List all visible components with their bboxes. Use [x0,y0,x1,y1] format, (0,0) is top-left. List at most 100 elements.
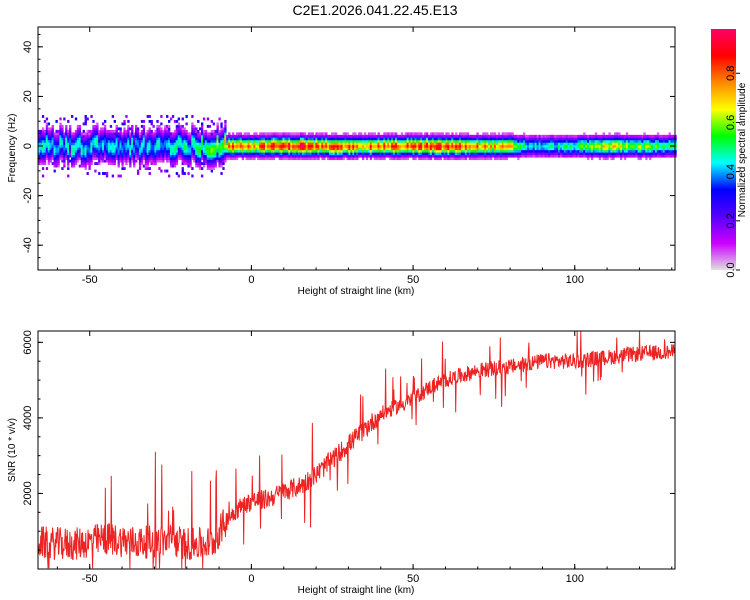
spectrogram-cell [264,154,268,158]
spectrogram-cell [513,139,516,143]
spectrogram-cell [375,157,378,161]
spectrogram-cell [429,157,433,161]
spectrogram-cell [441,147,444,151]
spectrogram-cell [88,134,91,138]
spectrogram-cell [346,152,349,156]
spectrogram-cell [330,137,334,141]
spectrogram-cell [206,149,210,153]
spectrogram-cell [625,139,629,143]
spectrogram-cell [239,132,243,136]
spectrogram-cell [249,134,252,138]
spectrogram-cell [61,159,64,163]
spectrogram-cell [111,157,115,161]
spectrogram-cell [274,134,278,138]
spectrogram-cell [113,129,116,133]
spectrogram-xtick-label: 50 [407,274,419,286]
spectrogram-cell [299,137,303,141]
spectrogram-cell [354,142,357,146]
spectrogram-cell [167,137,171,141]
spectrogram-cell [511,152,514,156]
spectrogram-cell [301,137,305,141]
spectrogram-cell [406,144,409,148]
spectrogram-cell [129,137,132,141]
spectrogram-cell [70,154,74,158]
spectrogram-cell [439,149,442,153]
spectrogram-cell [431,142,435,146]
spectrogram-cell [76,142,80,146]
spectrogram-cell [61,144,64,148]
spectrogram-cell [179,124,182,128]
spectrogram-cell [414,157,417,161]
spectrogram-cell [41,137,45,141]
spectrogram-cell [375,154,378,158]
spectrogram-cell [309,157,312,161]
spectrogram-cell [158,159,161,163]
spectrogram-cell [65,124,68,128]
spectrogram-cell [230,152,233,156]
spectrogram-cell [162,129,165,133]
spectrogram-cell [255,144,258,148]
spectrogram-cell [173,132,177,136]
spectrogram-cell [319,142,322,146]
spectrogram-cell [371,152,375,156]
spectrogram-cell [102,159,105,163]
spectrogram-cell [635,134,638,138]
spectrogram-cell [226,147,229,151]
spectrogram-cell [583,132,586,136]
spectrogram-cell [623,149,627,153]
spectrogram-cell [447,154,450,158]
spectrogram-cell [197,132,200,136]
spectrogram-cell [336,142,340,146]
spectrogram-cell [200,122,204,126]
spectrogram-cell [169,132,173,136]
spectrogram-cell [82,134,85,138]
spectrogram-cell [668,152,671,156]
spectrogram-cell [123,142,126,146]
spectrogram-cell [418,144,421,148]
spectrogram-cell [166,152,169,156]
spectrogram-cell [98,159,101,163]
spectrogram-cell [523,139,526,143]
spectrogram-cell [107,154,111,158]
spectrogram-cell [255,147,258,151]
spectrogram-cell [166,154,169,158]
spectrogram-cell [115,149,118,153]
spectrogram-cell [268,139,272,143]
spectrogram-cell [61,147,64,151]
spectrogram-cell [160,149,163,153]
spectrogram-cell [441,144,444,148]
spectrogram-cell [515,152,518,156]
spectrogram-cell [193,129,196,133]
spectrogram-cell [327,139,330,143]
spectrogram-cell [160,132,163,136]
spectrogram-cell [519,137,522,141]
spectrogram-cell [270,147,274,151]
spectrogram-cell [360,144,363,148]
spectrogram-cell [152,154,155,158]
spectrogram-cell [45,132,49,136]
spectrogram-cell [581,134,584,138]
spectrogram-cell [61,154,64,158]
spectrogram-cell [57,129,60,133]
spectrogram-cell [61,152,64,156]
spectrogram-cell [480,134,483,138]
spectrogram-cell [228,154,231,158]
spectrogram-cell [633,137,636,141]
spectrogram-cell [191,152,194,156]
spectrogram-cell [658,144,662,148]
spectrogram-cell [354,154,357,158]
spectrogram-cell [336,139,340,143]
spectrogram-cell [191,142,194,146]
spectrogram-cell [199,144,202,148]
spectrogram-cell [526,142,530,146]
spectrogram-ylabel: Frequency (Hz) [7,114,18,183]
spectrogram-cell [581,144,584,148]
spectrogram-cell [235,132,239,136]
spectrogram-cell [135,149,138,153]
spectrogram-cell [658,134,662,138]
spectrogram-cell [441,142,444,146]
spectrogram-cell [84,159,87,163]
spectrogram-cell [402,157,406,161]
spectrogram-cell [74,147,78,151]
spectrogram-cell [612,137,615,141]
